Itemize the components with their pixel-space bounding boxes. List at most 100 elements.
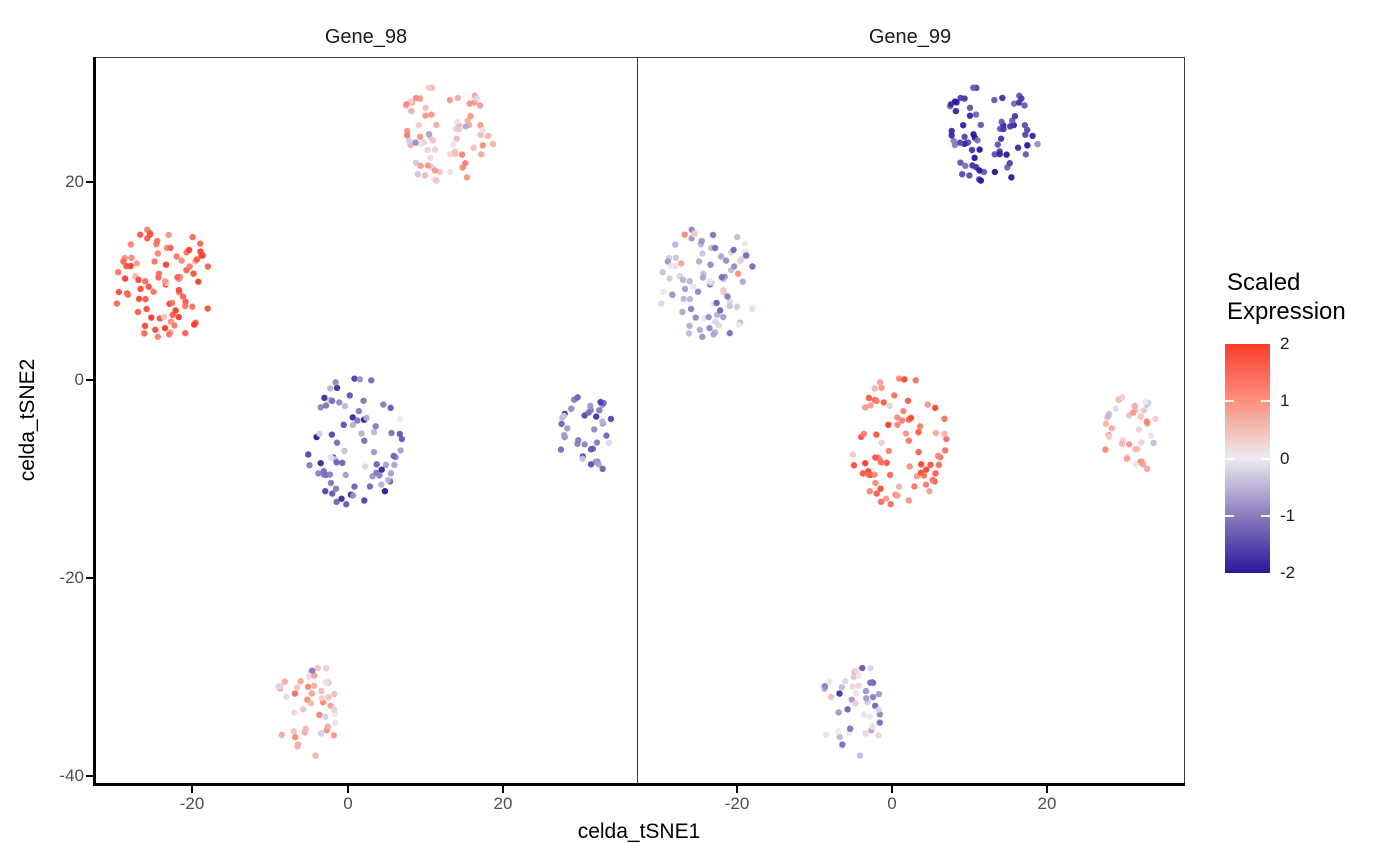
data-point (941, 430, 948, 438)
data-point (137, 285, 144, 293)
data-point (971, 154, 978, 162)
data-point (433, 177, 440, 184)
data-point (416, 133, 424, 141)
data-point (470, 144, 477, 151)
legend-value-label: 2 (1280, 334, 1290, 353)
x-axis-line (93, 783, 1185, 786)
data-point (320, 471, 328, 478)
data-point (351, 375, 358, 382)
data-point (372, 423, 379, 430)
data-point (660, 288, 667, 296)
data-point (826, 678, 833, 685)
data-point (849, 683, 856, 690)
data-point (466, 100, 473, 107)
data-point (926, 487, 933, 495)
data-point (179, 293, 187, 300)
data-point (306, 462, 313, 469)
data-point (959, 121, 967, 129)
data-point (952, 107, 960, 115)
data-point (907, 414, 915, 422)
data-point (958, 171, 966, 178)
data-point (873, 431, 880, 438)
data-point (349, 414, 356, 421)
legend-tick-mark (1225, 400, 1234, 402)
data-point (869, 693, 877, 701)
data-point (167, 244, 174, 252)
data-point (1022, 151, 1030, 158)
data-point (712, 318, 719, 325)
data-point (709, 231, 717, 239)
data-point (679, 276, 687, 284)
data-point (343, 501, 350, 508)
data-point (297, 678, 304, 685)
data-point (836, 733, 843, 741)
data-point (691, 230, 698, 237)
data-point (477, 121, 484, 129)
data-point (877, 485, 884, 492)
data-point (361, 497, 368, 504)
data-point (991, 96, 998, 104)
data-point (317, 404, 324, 411)
data-point (458, 151, 466, 158)
data-point (850, 673, 857, 681)
data-point (317, 459, 324, 467)
data-point (356, 376, 364, 383)
data-point (839, 741, 846, 748)
data-point (330, 732, 338, 739)
data-point (387, 470, 395, 477)
data-point (174, 273, 181, 281)
data-point (1129, 409, 1137, 416)
data-point (730, 263, 738, 270)
data-point (381, 487, 389, 495)
data-point (454, 94, 462, 102)
data-point (735, 321, 742, 328)
data-point (871, 471, 878, 478)
data-point (446, 96, 454, 104)
data-point (361, 463, 369, 470)
data-point (932, 470, 939, 477)
data-point (336, 399, 343, 406)
data-point (186, 263, 193, 270)
data-point (316, 711, 323, 719)
data-point (900, 407, 907, 415)
data-point (711, 244, 719, 252)
data-point (368, 377, 375, 384)
data-point (489, 140, 497, 148)
data-point (304, 683, 312, 690)
data-point (1152, 415, 1159, 423)
data-point (433, 121, 440, 129)
data-point (1112, 405, 1119, 412)
data-point (135, 276, 142, 284)
data-point (332, 485, 340, 492)
data-point (867, 665, 874, 672)
data-point (452, 150, 459, 158)
data-point (342, 471, 349, 479)
data-point (672, 254, 680, 261)
data-point (821, 683, 829, 690)
data-point (680, 295, 687, 303)
data-point (124, 291, 132, 299)
data-point (974, 137, 981, 144)
data-point (398, 435, 406, 443)
data-point (302, 725, 309, 732)
data-point (408, 107, 415, 115)
data-point (689, 283, 697, 290)
data-point (415, 121, 422, 129)
legend-scaled-expression: Scaled Expression 2 1 0 -1 -2 (1210, 260, 1400, 590)
data-point (885, 421, 892, 429)
data-point (1105, 412, 1112, 420)
legend-tick-mark (1225, 515, 1234, 517)
data-point (699, 333, 706, 340)
data-point (190, 270, 197, 277)
data-point (361, 437, 368, 444)
data-point (916, 423, 924, 430)
data-point (934, 452, 942, 460)
y-tick-mark (86, 181, 93, 183)
data-point (172, 307, 179, 314)
data-point (679, 308, 686, 316)
data-point (687, 305, 695, 313)
data-point (672, 241, 679, 248)
x-tick-label: -20 (724, 794, 750, 813)
data-point (997, 135, 1005, 142)
